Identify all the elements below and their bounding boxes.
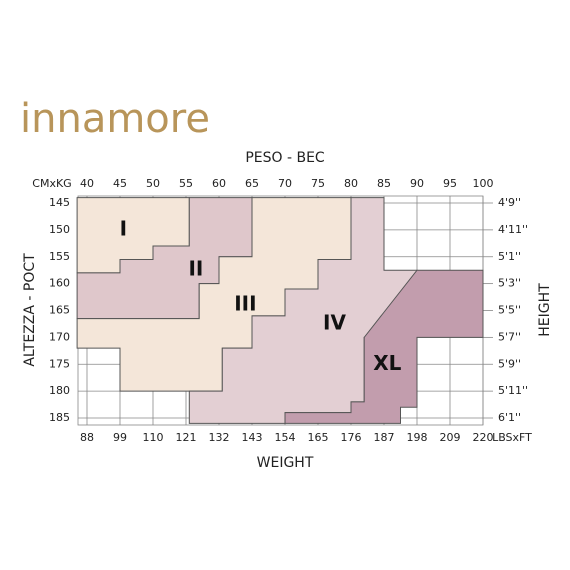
x-tick-label: 100 [473, 177, 494, 190]
x-tick-label: 90 [410, 177, 424, 190]
x2-tick-label: 132 [209, 431, 230, 444]
brand-logo: innamore [20, 96, 210, 142]
x-tick-label: 40 [80, 177, 94, 190]
x2-tick-label: 198 [407, 431, 428, 444]
y-tick-label: 145 [49, 196, 70, 209]
x2-tick-label: 110 [143, 431, 164, 444]
x2-tick-label: 154 [275, 431, 296, 444]
x2-tick-label: 187 [374, 431, 395, 444]
y2-tick-label: 5'9'' [498, 357, 521, 370]
y2-tick-label: 5'3'' [498, 277, 521, 290]
y-axis-label: ALTEZZA - POCT [22, 253, 38, 367]
x2-tick-label: 88 [80, 431, 94, 444]
y2-tick-label: 5'1'' [498, 250, 521, 263]
y-tick-label: 185 [49, 411, 70, 424]
y2-tick-label: 6'1'' [498, 411, 521, 424]
x-tick-label: 65 [245, 177, 259, 190]
y-tick-label: 180 [49, 384, 70, 397]
x-tick-label: 45 [113, 177, 127, 190]
size-label: II [188, 257, 203, 281]
y2-tick-label: 5'5'' [498, 304, 521, 317]
y2-tick-label: 5'7'' [498, 330, 521, 343]
y2-tick-label: 4'9'' [498, 196, 521, 209]
size-label: III [234, 292, 256, 316]
x2-tick-label: 99 [113, 431, 127, 444]
x-tick-label: 50 [146, 177, 160, 190]
y2-axis-label: HEIGHT [537, 283, 553, 337]
x-tick-label: 80 [344, 177, 358, 190]
y2-tick-label: 4'11'' [498, 223, 528, 236]
y-tick-label: 165 [49, 304, 70, 317]
x-tick-label: 95 [443, 177, 457, 190]
size-region [284, 269, 484, 424]
x2-tick-label: 176 [341, 431, 362, 444]
y-tick-label: 160 [49, 277, 70, 290]
size-label: XL [373, 351, 401, 375]
y-tick-label: 170 [49, 330, 70, 343]
x2-tick-label: 220 [473, 431, 494, 444]
x2-tick-label: 209 [440, 431, 461, 444]
x2-tick-label: 143 [242, 431, 263, 444]
x-unit-label: CMxKG [32, 177, 71, 190]
x-tick-label: 75 [311, 177, 325, 190]
x2-tick-label: 165 [308, 431, 329, 444]
x-tick-label: 60 [212, 177, 226, 190]
x-tick-label: 55 [179, 177, 193, 190]
y-tick-label: 150 [49, 223, 70, 236]
size-label: I [120, 216, 127, 240]
x-tick-label: 85 [377, 177, 391, 190]
x2-unit-label: LBSxFT [492, 431, 532, 444]
y-tick-label: 155 [49, 250, 70, 263]
chart-title: PESO - BEC [245, 150, 325, 166]
y2-tick-label: 5'11'' [498, 384, 528, 397]
x2-tick-label: 121 [176, 431, 197, 444]
x-tick-label: 70 [278, 177, 292, 190]
size-label: IV [323, 310, 346, 334]
y-tick-label: 175 [49, 357, 70, 370]
x-axis-label: WEIGHT [257, 455, 314, 471]
